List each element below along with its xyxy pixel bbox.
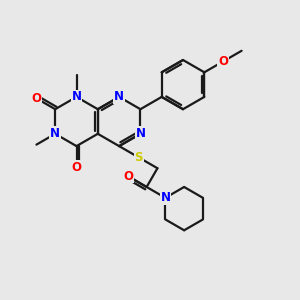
Text: N: N xyxy=(71,90,82,104)
Text: N: N xyxy=(50,127,60,140)
Text: N: N xyxy=(160,191,170,204)
Text: O: O xyxy=(123,170,133,183)
Text: N: N xyxy=(114,90,124,104)
Text: O: O xyxy=(32,92,41,105)
Text: O: O xyxy=(71,161,82,174)
Text: N: N xyxy=(135,127,146,140)
Text: O: O xyxy=(218,55,228,68)
Text: S: S xyxy=(134,151,143,164)
